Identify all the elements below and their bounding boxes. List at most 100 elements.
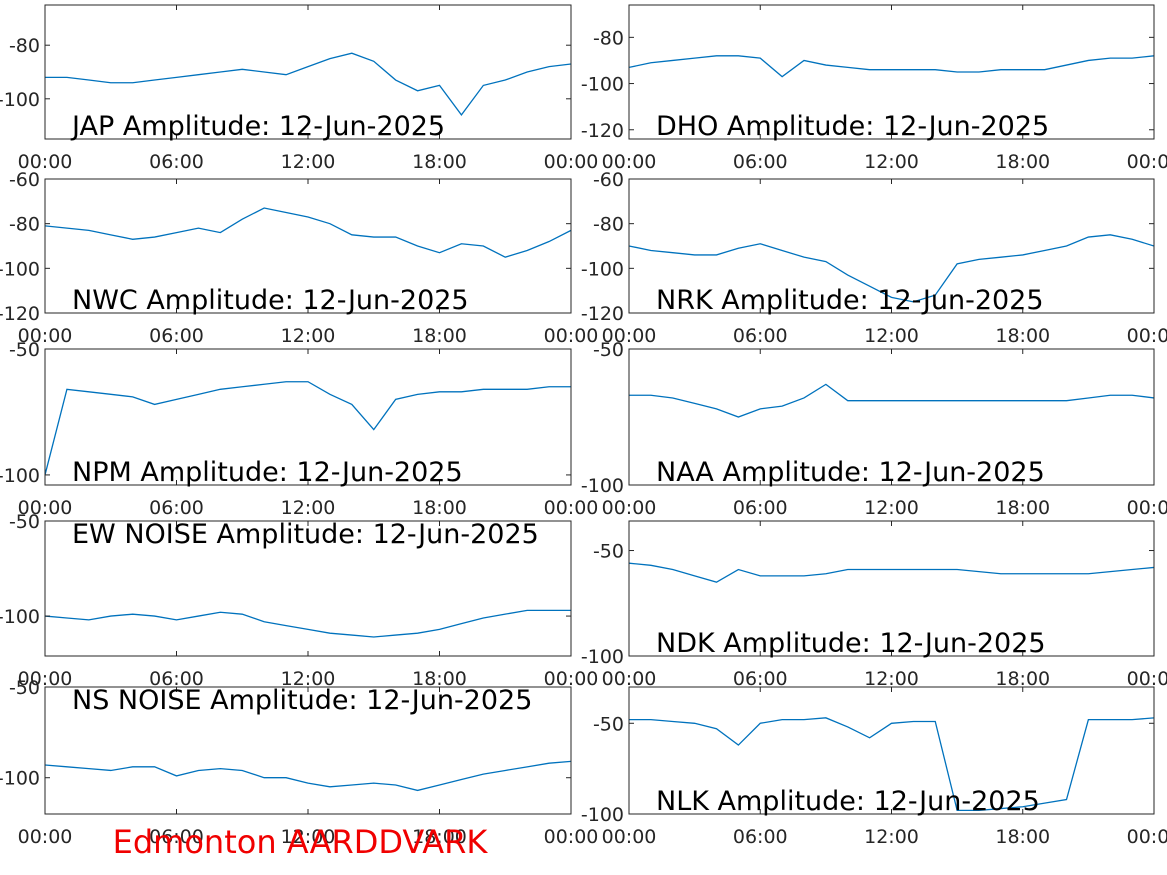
y-tick-label: -100	[581, 646, 624, 668]
y-tick-label: -80	[593, 214, 624, 236]
x-tick-label: 00:00	[602, 668, 657, 690]
data-line	[629, 55, 1154, 78]
y-tick-label: -100	[0, 258, 40, 280]
data-line	[45, 381, 571, 476]
x-tick-label: 00:00	[1127, 826, 1167, 848]
data-line	[629, 717, 1154, 812]
y-tick-label: -120	[581, 303, 624, 325]
x-tick-label: 00:00	[544, 151, 599, 173]
panel-title: NS NOISE Amplitude: 12-Jun-2025	[72, 685, 532, 716]
y-tick-label: -50	[593, 713, 624, 735]
y-tick-label: -100	[581, 804, 624, 826]
x-tick-label: 06:00	[149, 497, 204, 519]
x-tick-label: 00:00	[1127, 668, 1167, 690]
y-tick-label: -100	[0, 465, 40, 487]
y-tick-label: -50	[593, 339, 624, 361]
plot-area	[45, 760, 571, 792]
panel-title: EW NOISE Amplitude: 12-Jun-2025	[72, 519, 539, 550]
panel: -50 -100 00:00 06:00 12:00 18:00 00:00 NPM Ampl…	[0, 339, 598, 519]
x-tick-label: 06:00	[149, 325, 204, 347]
x-tick-label: 18:00	[995, 151, 1050, 173]
x-tick-label: 00:00	[544, 497, 599, 519]
plot-area	[629, 55, 1154, 78]
y-tick-label: -50	[9, 677, 40, 699]
panel: -50 -100 00:00 06:00 12:00 18:00 00:00 NS NOISE…	[0, 677, 598, 848]
y-tick-label: -60	[593, 169, 624, 191]
x-tick-label: 00:00	[602, 151, 657, 173]
x-tick-label: 12:00	[281, 325, 336, 347]
x-tick-label: 06:00	[149, 826, 204, 848]
x-tick-label: 12:00	[864, 826, 919, 848]
panel: -60-80-100-12000:0006:0012:0018:0000:00N…	[581, 169, 1167, 347]
panel-title: JAP Amplitude: 12-Jun-2025	[70, 111, 445, 142]
x-tick-label: 00:00	[18, 497, 73, 519]
x-tick-label: 00:00	[544, 826, 599, 848]
footer: Edmonton AARDDVARK	[113, 823, 489, 861]
x-tick-label: 06:00	[733, 325, 788, 347]
y-tick-label: -100	[0, 768, 40, 790]
x-tick-label: 06:00	[733, 668, 788, 690]
x-tick-label: 18:00	[412, 151, 467, 173]
data-line	[45, 207, 571, 258]
panel-title: NRK Amplitude: 12-Jun-2025	[656, 285, 1044, 316]
x-tick-label: 00:00	[1127, 151, 1167, 173]
panel-title: DHO Amplitude: 12-Jun-2025	[656, 111, 1049, 142]
x-tick-label: 06:00	[149, 151, 204, 173]
panel: -80 -100 -120 00:00 06:00 12:00 18:00 00:00 DHO …	[581, 4, 1167, 173]
panel-title: NPM Amplitude: 12-Jun-2025	[72, 457, 463, 488]
x-tick-label: 00:00	[602, 325, 657, 347]
x-tick-label: 00:00	[544, 668, 599, 690]
plot-area	[629, 717, 1154, 812]
plot-area	[629, 234, 1154, 303]
data-line	[45, 760, 571, 792]
y-tick-label: -120	[581, 120, 624, 142]
y-tick-label: -100	[0, 606, 40, 628]
x-tick-label: 00:00	[18, 826, 73, 848]
x-tick-label: 12:00	[281, 151, 336, 173]
plot-area	[45, 381, 571, 476]
y-tick-label: -120	[0, 303, 40, 325]
x-tick-label: 18:00	[412, 497, 467, 519]
plot-area	[45, 52, 571, 116]
x-tick-label: 00:00	[18, 668, 73, 690]
x-tick-label: 00:00	[602, 497, 657, 519]
x-tick-label: 12:00	[864, 325, 919, 347]
plot-area	[629, 562, 1154, 583]
y-tick-label: -100	[581, 258, 624, 280]
y-tick-label: -60	[9, 169, 40, 191]
x-tick-label: 00:00	[602, 826, 657, 848]
plot-area	[629, 383, 1154, 418]
panel: -50 -100 00:00 06:00 12:00 18:00 00:00 EW NOISE…	[0, 511, 598, 690]
x-tick-label: 18:00	[995, 325, 1050, 347]
x-tick-label: 06:00	[733, 151, 788, 173]
panel-title: NAA Amplitude: 12-Jun-2025	[656, 457, 1045, 488]
data-line	[45, 52, 571, 116]
x-tick-label: 12:00	[281, 497, 336, 519]
y-tick-label: -80	[593, 27, 624, 49]
x-tick-label: 18:00	[995, 826, 1050, 848]
x-tick-label: 12:00	[281, 668, 336, 690]
data-line	[629, 562, 1154, 583]
x-tick-label: 18:00	[412, 826, 467, 848]
x-tick-label: 00:00	[1127, 497, 1167, 519]
x-tick-label: 00:00	[18, 325, 73, 347]
y-tick-label: -80	[9, 214, 40, 236]
panel-title: NWC Amplitude: 12-Jun-2025	[72, 285, 469, 316]
plot-area	[45, 609, 571, 638]
y-tick-label: -50	[593, 541, 624, 563]
x-tick-label: 06:00	[733, 497, 788, 519]
y-tick-label: -50	[9, 339, 40, 361]
x-tick-label: 12:00	[864, 668, 919, 690]
data-line	[629, 383, 1154, 418]
x-tick-label: 18:00	[412, 668, 467, 690]
x-tick-label: 00:00	[544, 325, 599, 347]
x-tick-label: 18:00	[412, 325, 467, 347]
x-tick-label: 18:00	[995, 668, 1050, 690]
x-tick-label: 00:00	[1127, 325, 1167, 347]
